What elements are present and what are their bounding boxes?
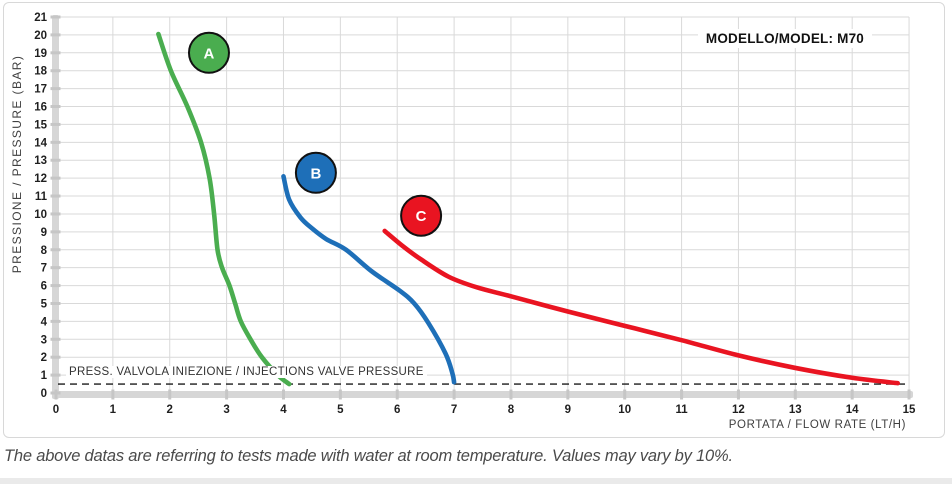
y-axis-tick (50, 373, 61, 377)
y-tick-label: 15 (34, 119, 47, 131)
y-tick-label: 9 (41, 227, 47, 239)
series-b-badge (294, 151, 337, 194)
y-axis-tick (50, 15, 61, 19)
series-b-curve (281, 174, 457, 385)
y-tick-label: 6 (41, 281, 47, 293)
x-tick-label: 12 (732, 404, 745, 416)
y-tick-label: 11 (35, 191, 48, 203)
x-tick-label: 8 (508, 404, 515, 416)
series-c-badge (400, 194, 443, 237)
x-tick-label: 1 (110, 404, 117, 416)
y-axis-tick (50, 69, 61, 73)
x-tick-label: 9 (565, 404, 571, 416)
series-a-badge-label: A (204, 45, 215, 62)
x-tick-label: 4 (280, 404, 287, 416)
x-tick-label: 7 (451, 404, 457, 416)
cropped-next-row-strip (0, 478, 952, 484)
x-tick-label: 0 (53, 404, 59, 416)
x-axis-band (52, 391, 913, 398)
y-axis-tick (50, 337, 61, 341)
series-a-curve (156, 31, 292, 387)
y-tick-label: 18 (34, 66, 47, 78)
series-c-curve (382, 228, 900, 386)
x-axis-tick (623, 389, 627, 400)
y-tick-label: 5 (41, 298, 48, 310)
x-axis-tick (395, 389, 399, 400)
x-tick-label: 13 (789, 404, 802, 416)
x-axis-tick (225, 389, 229, 400)
y-tick-label: 7 (41, 263, 47, 275)
y-axis-tick (50, 284, 61, 288)
y-tick-label: 1 (41, 370, 48, 382)
x-axis-tick (168, 389, 172, 400)
y-tick-label: 21 (34, 12, 47, 24)
y-axis-tick (50, 230, 61, 234)
y-axis-tick (50, 194, 61, 198)
x-axis-tick (281, 389, 285, 400)
y-axis-tick (50, 301, 61, 305)
x-axis-tick (338, 389, 342, 400)
x-tick-label: 3 (223, 404, 229, 416)
x-axis-tick (111, 389, 115, 400)
y-tick-label: 3 (41, 334, 47, 346)
y-axis-tick (50, 51, 61, 55)
y-tick-label: 13 (34, 155, 47, 167)
y-axis-tick (50, 105, 61, 109)
y-axis-tick (50, 87, 61, 91)
model-label: MODELLO/MODEL: M70 (697, 29, 872, 48)
chart-frame: 0 1 2 3 4 5 6 7 8 9 10 11 12 13 14 15 16 17 18 19 20 21 0 1 2 3 4 5… (3, 2, 945, 438)
x-axis-tick (850, 389, 854, 400)
y-tick-label: 17 (34, 84, 47, 96)
y-tick-label: 0 (41, 388, 47, 400)
x-tick-label: 5 (337, 404, 344, 416)
series-b-badge-label: B (310, 165, 321, 182)
injection-valve-pressure-label: PRESS. VALVOLA INIEZIONE / INJECTIONS VA… (66, 366, 427, 378)
x-axis-tick (54, 389, 58, 400)
x-axis-tick (793, 389, 797, 400)
chart-caption: The above datas are referring to tests m… (4, 447, 733, 465)
x-tick-label: 6 (394, 404, 400, 416)
y-tick-label: 4 (41, 316, 48, 328)
y-tick-label: 19 (34, 48, 47, 60)
x-tick-label: 2 (167, 404, 173, 416)
x-tick-label: 11 (675, 404, 688, 416)
x-axis-tick (680, 389, 684, 400)
y-axis-tick (50, 319, 61, 323)
y-tick-label: 10 (34, 209, 47, 221)
x-axis-tick (452, 389, 456, 400)
x-axis-tick (509, 389, 513, 400)
y-axis-tick (50, 158, 61, 162)
x-tick-label: 15 (903, 404, 916, 416)
y-tick-label: 12 (34, 173, 47, 185)
series-c-badge-label: C (416, 208, 427, 225)
y-axis-tick (50, 140, 61, 144)
y-axis-tick (50, 266, 61, 270)
y-axis-tick (50, 355, 61, 359)
y-axis-tick (50, 212, 61, 216)
x-tick-label: 10 (618, 404, 631, 416)
y-tick-label: 8 (41, 245, 48, 257)
y-axis-tick (50, 33, 61, 37)
x-axis-title: PORTATA / FLOW RATE (LT/H) (728, 419, 906, 431)
y-tick-label: 20 (34, 30, 47, 42)
series-a-badge (187, 31, 230, 74)
y-axis-tick (50, 122, 61, 126)
y-tick-label: 14 (34, 137, 47, 149)
x-axis-tick (566, 389, 570, 400)
y-tick-label: 16 (34, 102, 47, 114)
x-tick-label: 14 (846, 404, 859, 416)
y-axis-band (52, 14, 59, 400)
y-axis-tick (50, 176, 61, 180)
y-tick-label: 2 (41, 352, 47, 364)
y-axis-title: PRESSIONE / PRESSURE (BAR) (10, 54, 24, 274)
x-axis-tick (907, 389, 911, 400)
y-axis-tick (50, 248, 61, 252)
x-axis-tick (736, 389, 740, 400)
